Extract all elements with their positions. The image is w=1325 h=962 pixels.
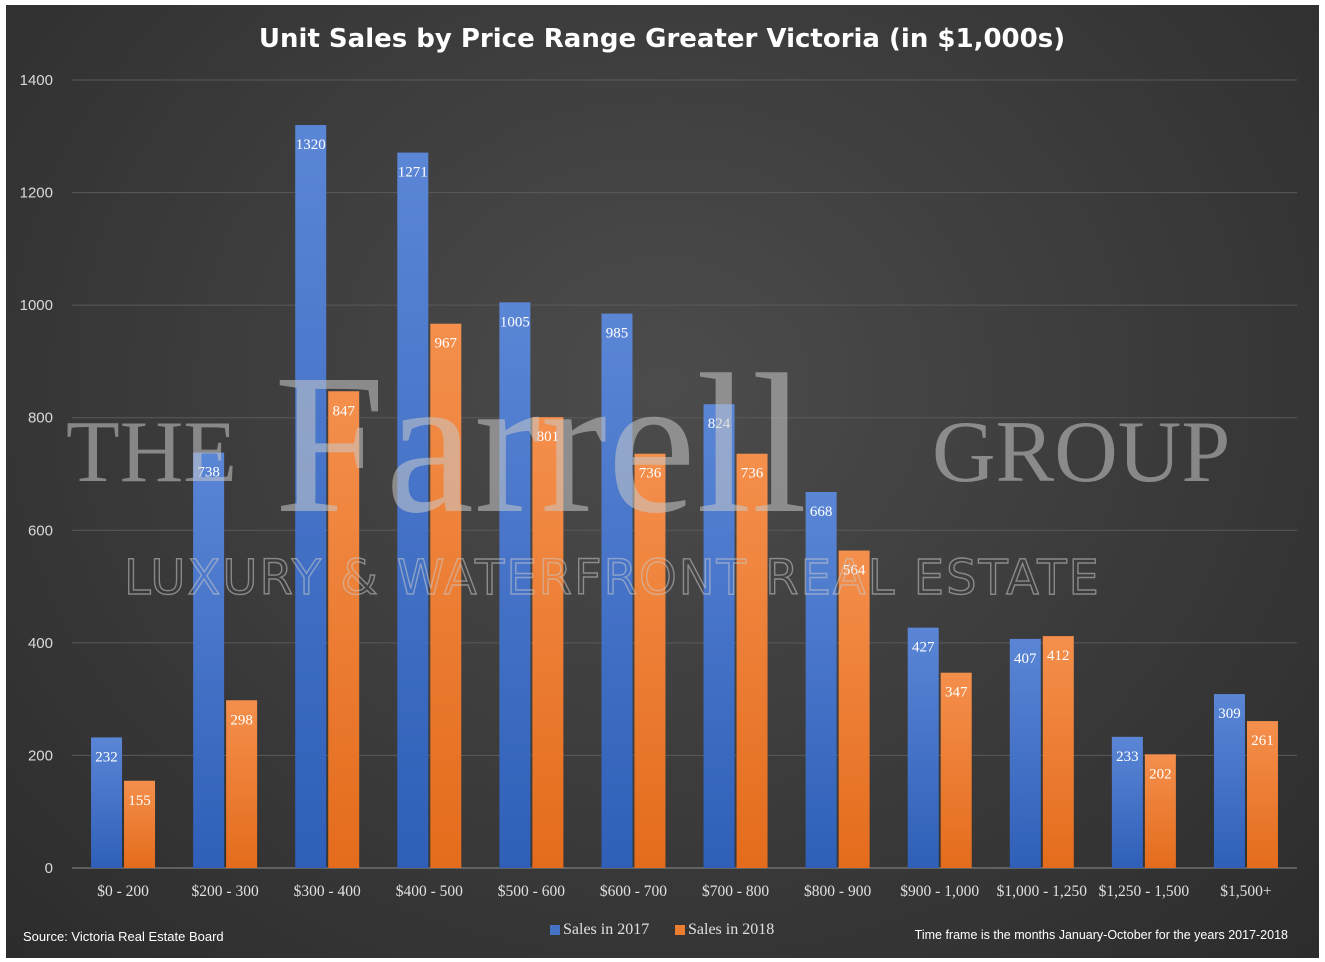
watermark-logo: THE Farrell GROUP LUXURY & WATERFRONT RE… [66,334,1230,607]
bar-2018 [940,672,972,868]
bar-2018 [1246,721,1278,868]
gridlines [72,79,1297,869]
y-axis-ticks: 0 200 400 600 800 1000 1200 1400 [20,72,53,877]
bar-2017 [1111,736,1143,868]
data-label: 564 [843,563,866,579]
x-tick-label: $600 - 700 [600,883,667,900]
x-tick-label: $1,250 - 1,500 [1099,883,1190,900]
legend: Sales in 2017 Sales in 2018 [550,921,774,938]
bar-2017 [91,737,123,868]
data-label: 847 [332,403,355,419]
bar-2017 [601,313,633,869]
data-label: 427 [912,640,935,656]
bar-2018 [1144,754,1176,868]
bar-2017 [703,404,735,868]
data-label: 347 [945,685,968,701]
x-tick-label: $400 - 500 [396,883,463,900]
watermark-center-text: Farrell [274,334,807,555]
y-tick-label: 400 [28,635,53,652]
y-tick-label: 1200 [20,185,53,202]
data-label: 1320 [296,137,326,153]
watermark-left-text: THE [66,404,237,501]
bar-2018 [1042,636,1074,868]
y-tick-label: 1400 [20,72,53,89]
x-tick-label: $1,500+ [1220,883,1271,900]
x-tick-label: $200 - 300 [192,883,259,900]
legend-swatch-2018 [675,925,685,935]
watermark-subtitle: LUXURY & WATERFRONT REAL ESTATE [124,550,1101,606]
data-label: 202 [1149,766,1172,782]
data-label: 232 [95,749,118,765]
data-label: 736 [639,466,662,482]
data-label: 985 [606,326,629,342]
data-label: 298 [230,712,253,728]
y-tick-label: 800 [28,410,53,427]
data-label: 233 [1116,749,1139,765]
bar-2018 [328,391,360,868]
bar-2018 [634,453,666,868]
bar-2018 [838,550,870,868]
bar-2018 [226,700,258,868]
data-label: 1271 [398,165,428,181]
data-label: 412 [1047,648,1070,664]
chart-canvas: Unit Sales by Price Range Greater Victor… [20,24,1297,944]
data-label: 407 [1014,651,1037,667]
bars [91,125,1278,869]
y-tick-label: 1000 [20,297,53,314]
data-label: 967 [435,336,458,352]
x-tick-label: $300 - 400 [294,883,361,900]
watermark-right-text: GROUP [932,404,1230,501]
data-label: 155 [128,793,151,809]
bar-2018 [124,780,156,868]
data-label: 736 [741,466,764,482]
legend-label-2018: Sales in 2018 [688,921,774,938]
legend-swatch-2017 [550,925,560,935]
bar-2017 [907,627,939,868]
x-axis-ticks: $0 - 200 $200 - 300 $300 - 400 $400 - 500 $5… [97,883,1271,900]
y-tick-label: 600 [28,522,53,539]
x-tick-label: $800 - 900 [804,883,871,900]
data-label: 668 [810,504,833,520]
chart-title: Unit Sales by Price Range Greater Victor… [259,24,1065,54]
x-tick-label: $900 - 1,000 [900,883,979,900]
y-tick-label: 200 [28,747,53,764]
x-tick-label: $700 - 800 [702,883,769,900]
chart-frame: Unit Sales by Price Range Greater Victor… [6,5,1319,958]
bar-2017 [397,152,429,868]
legend-label-2017: Sales in 2017 [563,921,649,938]
bar-2017 [1009,638,1041,868]
bar-2017 [805,492,837,868]
data-label: 1005 [500,314,530,330]
bar-2017 [499,302,531,868]
bar-2018 [430,323,462,868]
data-label: 309 [1218,706,1241,722]
timeframe-note: Time frame is the months January-October… [915,928,1288,942]
bar-2018 [736,453,768,868]
data-labels: 232 155 738 298 1320 847 1271 967 1005 801 985 736 8… [95,137,1273,809]
data-label: 801 [537,429,560,445]
bar-2018 [532,417,564,868]
y-tick-label: 0 [45,860,53,877]
bar-2017 [193,452,225,868]
data-label: 824 [708,416,731,432]
bar-2017 [295,125,327,869]
x-tick-label: $1,000 - 1,250 [997,883,1088,900]
x-tick-label: $500 - 600 [498,883,565,900]
source-note: Source: Victoria Real Estate Board [23,929,224,944]
x-tick-label: $0 - 200 [97,883,149,900]
data-label: 261 [1251,733,1274,749]
bar-2017 [1213,694,1245,868]
data-label: 738 [197,465,220,481]
